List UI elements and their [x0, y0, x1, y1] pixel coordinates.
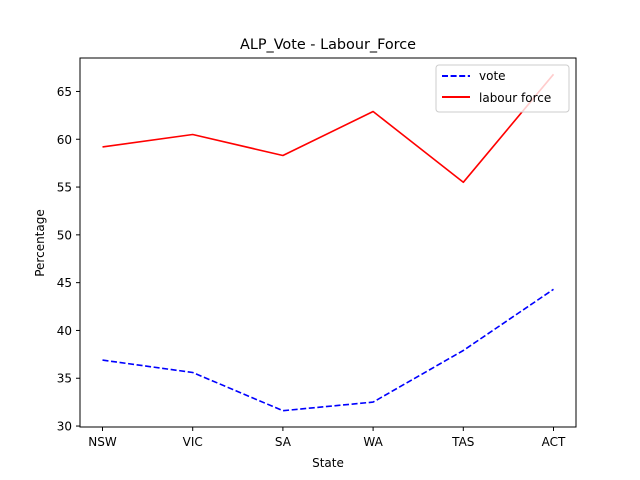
- y-axis-label: Percentage: [33, 209, 47, 277]
- y-tick-label: 55: [57, 181, 72, 195]
- x-tick-label: ACT: [542, 435, 566, 449]
- x-tick-label: SA: [275, 435, 292, 449]
- data-point-vote-ACT: [553, 289, 555, 291]
- x-axis-label: State: [312, 456, 344, 470]
- chart-title: ALP_Vote - Labour_Force: [240, 37, 416, 53]
- legend-label-vote: vote: [479, 69, 506, 83]
- x-tick-label: TAS: [451, 435, 474, 449]
- data-point-vote-NSW: [102, 359, 104, 361]
- y-tick-label: 50: [57, 228, 72, 242]
- data-point-labour-force-VIC: [192, 134, 194, 136]
- data-point-vote-SA: [282, 410, 284, 412]
- plot-area: [79, 57, 577, 428]
- y-tick-label: 35: [57, 372, 72, 386]
- data-point-labour-force-SA: [282, 155, 284, 157]
- legend: vote labour force: [435, 64, 570, 113]
- series-layer: [102, 73, 555, 412]
- y-tick-label: 45: [57, 276, 72, 290]
- data-point-vote-TAS: [463, 350, 465, 352]
- data-point-vote-WA: [372, 401, 374, 403]
- series-line-vote: [102, 288, 554, 412]
- x-tick-label: WA: [363, 435, 383, 449]
- x-axis: NSW VIC SA WA TAS ACT: [88, 427, 566, 449]
- data-point-labour-force-WA: [372, 111, 374, 113]
- y-tick-label: 60: [57, 133, 72, 147]
- y-axis: 30 35 40 45 50 55 60 65: [57, 85, 80, 434]
- x-tick-label: VIC: [183, 435, 203, 449]
- y-tick-label: 30: [57, 420, 72, 434]
- plot-frame: [79, 57, 577, 428]
- legend-label-labour-force: labour force: [479, 91, 551, 105]
- data-point-labour-force-TAS: [463, 181, 465, 183]
- data-point-labour-force-NSW: [102, 146, 104, 148]
- data-point-vote-VIC: [192, 372, 194, 374]
- series-line-labour-force: [102, 73, 555, 184]
- x-tick-label: NSW: [88, 435, 117, 449]
- y-tick-label: 65: [57, 85, 72, 99]
- y-tick-label: 40: [57, 324, 72, 338]
